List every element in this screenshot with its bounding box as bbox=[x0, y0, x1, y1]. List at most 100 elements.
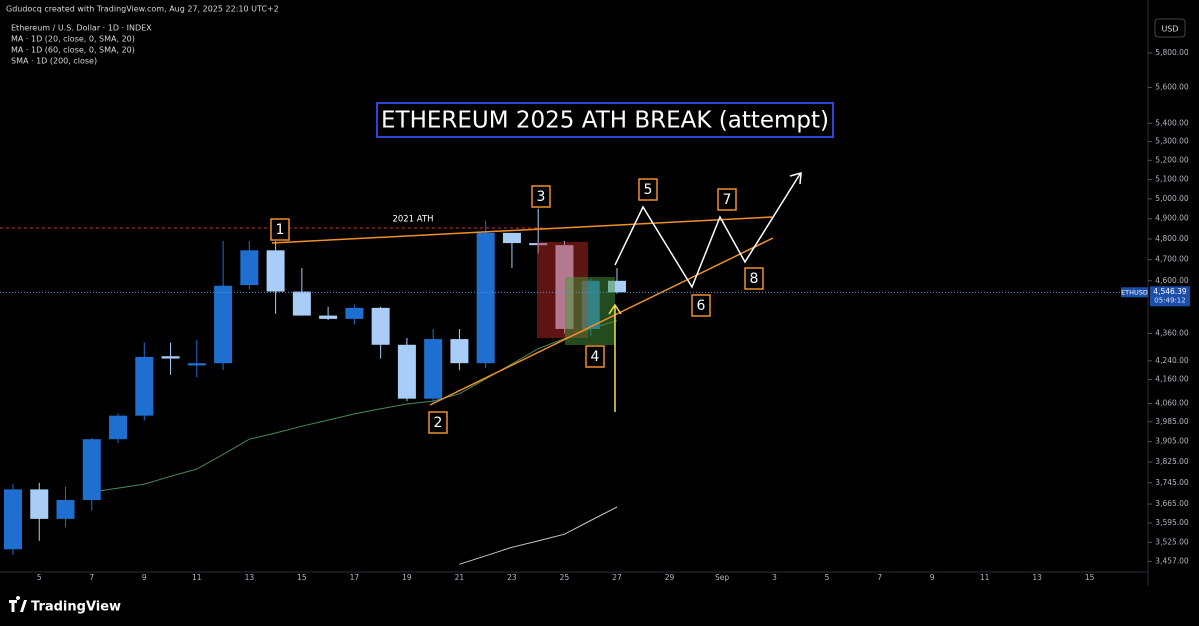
label-box bbox=[717, 188, 737, 211]
arrow-head bbox=[789, 171, 802, 185]
y-tick-label: 4,800.00 bbox=[1155, 234, 1189, 243]
y-tick-label: 5,100.00 bbox=[1155, 174, 1189, 183]
wave-label: 6 bbox=[697, 298, 706, 314]
plot-area bbox=[4, 208, 626, 565]
x-tick-label: 27 bbox=[612, 573, 622, 582]
x-tick-label: 13 bbox=[245, 573, 255, 582]
credit: Gdudocq created with TradingView.com, Au… bbox=[6, 5, 279, 14]
candle-body bbox=[266, 250, 285, 292]
candle-body bbox=[56, 500, 75, 519]
y-tick-label: 3,665.00 bbox=[1155, 499, 1189, 508]
wave-label: 7 bbox=[723, 192, 732, 208]
label-box bbox=[691, 294, 711, 317]
label-box bbox=[428, 411, 448, 434]
x-tick-label: 17 bbox=[350, 573, 360, 582]
x-tick-label: 29 bbox=[665, 573, 675, 582]
title-box bbox=[376, 102, 834, 138]
candle-body bbox=[476, 232, 495, 364]
y-tick-label: 5,300.00 bbox=[1155, 137, 1189, 146]
y-tick-label: 3,525.00 bbox=[1155, 537, 1189, 546]
last-price-symbol: ETHUSD bbox=[1121, 288, 1148, 296]
y-tick-label: 4,240.00 bbox=[1155, 356, 1189, 365]
currency[interactable]: USD bbox=[1161, 25, 1178, 34]
zone bbox=[565, 277, 615, 345]
arrow-head bbox=[608, 303, 622, 315]
x-tick-label: 7 bbox=[89, 573, 94, 582]
logo: TradingView bbox=[9, 596, 121, 615]
y-tick-label: 5,200.00 bbox=[1155, 155, 1189, 164]
y-tick-label: 3,457.00 bbox=[1155, 556, 1189, 565]
wave-labels: 1 2 3 4 5 6 7 8 bbox=[270, 178, 764, 434]
candle-body bbox=[345, 307, 364, 319]
trendline bbox=[271, 216, 773, 244]
y-tick-label: 3,745.00 bbox=[1155, 478, 1189, 487]
trendline bbox=[429, 237, 774, 406]
candle-body bbox=[502, 232, 521, 244]
label-box bbox=[270, 218, 290, 241]
candle-body bbox=[82, 439, 101, 501]
candle-body bbox=[240, 250, 259, 286]
x-tick-label: 7 bbox=[877, 573, 882, 582]
x-tick-label: 11 bbox=[980, 573, 990, 582]
wave-label: 4 bbox=[591, 349, 600, 365]
currency-button[interactable] bbox=[1154, 18, 1186, 38]
x-tick-label: 25 bbox=[560, 573, 570, 582]
x-tick-label: 5 bbox=[825, 573, 830, 582]
x-tick-label: 19 bbox=[402, 573, 412, 582]
indicator: SMA · 1D (200, close) bbox=[11, 57, 97, 66]
candle-body bbox=[4, 489, 22, 550]
y-tick-label: 4,160.00 bbox=[1155, 375, 1189, 384]
y-tick-label: 3,985.00 bbox=[1155, 417, 1189, 426]
price-tag bbox=[1150, 286, 1190, 307]
candle-body bbox=[135, 356, 154, 416]
candle-body bbox=[161, 356, 180, 359]
candle-body bbox=[424, 339, 443, 399]
candle-body bbox=[319, 315, 338, 319]
moving-average bbox=[459, 506, 618, 565]
logo-mark bbox=[9, 596, 27, 612]
y-tick-label: 5,600.00 bbox=[1155, 83, 1189, 92]
y-tick-label: 3,595.00 bbox=[1155, 518, 1189, 527]
x-tick-label: 15 bbox=[1085, 573, 1095, 582]
countdown: 05:49:12 bbox=[1154, 296, 1185, 304]
moving-average bbox=[91, 320, 618, 493]
chart-title: ETHEREUM 2025 ATH BREAK (attempt) bbox=[381, 108, 829, 134]
candle-body bbox=[30, 489, 49, 519]
y-tick-label: 5,400.00 bbox=[1155, 118, 1189, 127]
candle-body bbox=[292, 291, 311, 316]
y-tick-label: 4,060.00 bbox=[1155, 398, 1189, 407]
x-tick-label: 15 bbox=[297, 573, 307, 582]
candle-body bbox=[214, 285, 233, 364]
wave-label: 3 bbox=[537, 189, 546, 205]
x-tick-label: 11 bbox=[192, 573, 202, 582]
x-tick-label: 5 bbox=[37, 573, 42, 582]
y-tick-label: 4,360.00 bbox=[1155, 328, 1189, 337]
y-tick-label: 5,000.00 bbox=[1155, 194, 1189, 203]
projection bbox=[614, 173, 801, 289]
wave-label: 8 bbox=[750, 271, 759, 287]
x-tick-label: 9 bbox=[930, 573, 935, 582]
y-tick-label: 5,800.00 bbox=[1155, 48, 1189, 57]
label-box bbox=[585, 345, 605, 368]
candle-body bbox=[109, 415, 128, 440]
x-tick-label: 9 bbox=[142, 573, 147, 582]
x-tick-label: 23 bbox=[507, 573, 517, 582]
x-tick-label: 3 bbox=[772, 573, 777, 582]
wave-label: 2 bbox=[434, 415, 443, 431]
candle-body bbox=[450, 339, 469, 364]
y-tick-label: 4,900.00 bbox=[1155, 214, 1189, 223]
wave-label: 1 bbox=[276, 222, 285, 238]
label-box bbox=[638, 178, 658, 201]
symbol-tag bbox=[1121, 287, 1148, 298]
label-box bbox=[531, 185, 551, 208]
label-box bbox=[744, 267, 764, 290]
x-tick-label: 21 bbox=[455, 573, 465, 582]
brand: TradingView bbox=[31, 600, 121, 615]
wave-label: 5 bbox=[644, 182, 653, 198]
annotation: 2021 ATH bbox=[392, 215, 433, 225]
x-tick-label: Sep bbox=[715, 573, 729, 582]
indicator: MA · 1D (20, close, 0, SMA, 20) bbox=[11, 35, 135, 44]
symbol: Ethereum / U.S. Dollar · 1D · INDEX bbox=[11, 24, 152, 33]
y-tick-label: 3,825.00 bbox=[1155, 457, 1189, 466]
